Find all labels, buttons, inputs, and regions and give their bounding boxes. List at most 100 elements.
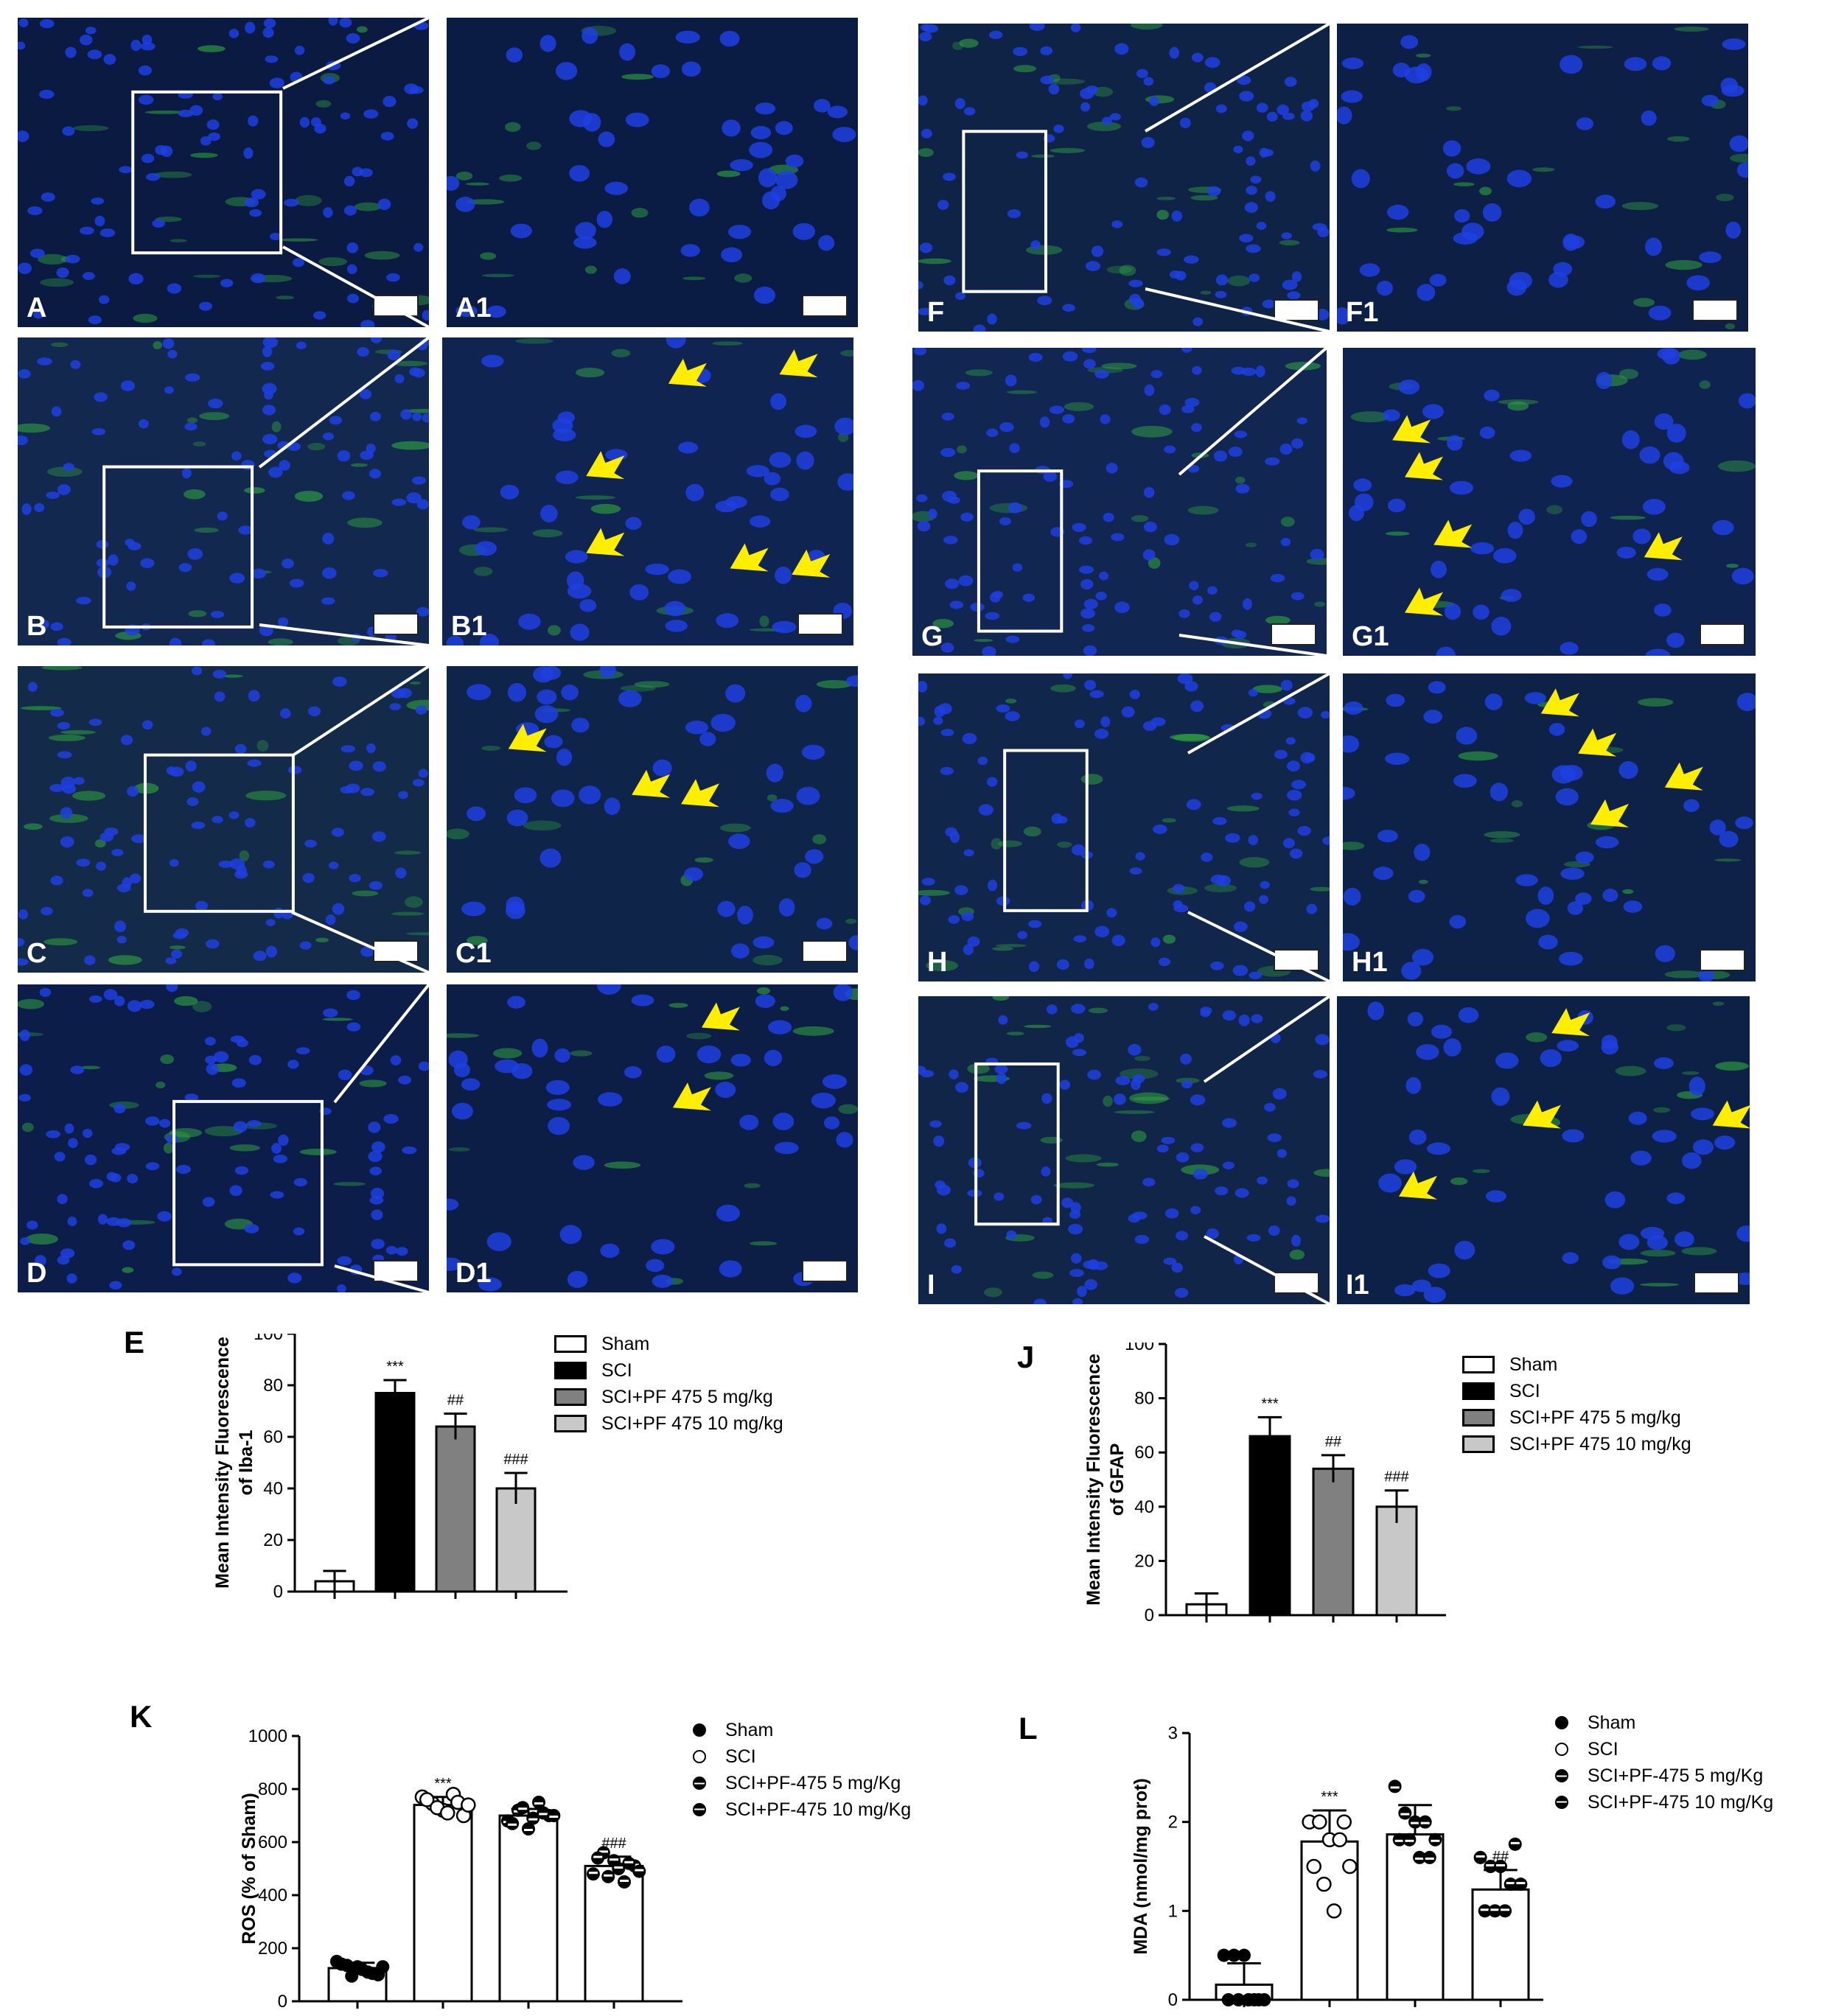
nucleus	[27, 1220, 38, 1230]
nucleus	[346, 1022, 361, 1032]
green-signal	[447, 1033, 480, 1038]
green-signal	[1044, 78, 1086, 85]
green-signal	[1134, 1056, 1150, 1062]
green-signal	[394, 850, 422, 855]
nucleus	[1181, 1079, 1192, 1089]
green-signal	[223, 674, 243, 678]
nucleus	[1277, 104, 1289, 116]
nucleus	[155, 144, 168, 155]
nucleus	[664, 601, 686, 617]
nucleus	[596, 984, 621, 995]
data-point	[1508, 1837, 1522, 1851]
nucleus	[832, 127, 856, 142]
nucleus	[142, 720, 153, 730]
nucleus	[618, 690, 642, 707]
nucleus	[94, 215, 105, 227]
nucleus	[1286, 1196, 1296, 1206]
green-signal	[294, 195, 322, 206]
nucleus	[823, 1116, 840, 1130]
nucleus	[1135, 852, 1145, 861]
data-point	[1227, 1948, 1241, 1962]
nucleus	[94, 392, 108, 402]
legend-swatch	[1462, 1435, 1495, 1453]
green-signal	[194, 527, 219, 533]
data-point	[1326, 1903, 1342, 1919]
nucleus	[919, 895, 932, 906]
nucleus	[1102, 116, 1112, 125]
nucleus	[359, 389, 372, 399]
green-signal	[1013, 65, 1037, 73]
green-signal	[465, 199, 505, 205]
nucleus	[1132, 1074, 1145, 1084]
green-signal	[1005, 698, 1017, 704]
arrow-marker	[1578, 728, 1617, 757]
nucleus	[752, 936, 775, 949]
nucleus	[1666, 1192, 1686, 1205]
nucleus	[451, 1102, 473, 1120]
nucleus	[940, 447, 956, 458]
data-point	[1221, 1993, 1235, 2006]
nucleus	[1398, 379, 1420, 395]
nucleus	[461, 901, 486, 917]
nucleus	[1085, 261, 1101, 271]
nucleus	[33, 310, 44, 319]
nucleus	[1308, 99, 1319, 109]
nucleus	[467, 806, 486, 822]
nucleus	[60, 777, 76, 788]
nucleus	[172, 931, 186, 939]
nucleus	[162, 337, 175, 349]
y-axis-label: Mean Intensity Fluorescence	[1083, 1354, 1104, 1606]
green-signal	[256, 740, 269, 752]
nucleus	[1141, 136, 1155, 148]
nucleus	[18, 18, 29, 27]
nucleus	[1082, 348, 1097, 354]
nucleus	[1287, 789, 1302, 801]
nucleus	[1548, 723, 1565, 736]
y-tick-label: 60	[263, 1427, 283, 1447]
nucleus	[1184, 397, 1200, 407]
nucleus	[943, 172, 956, 181]
green-signal	[590, 503, 621, 514]
nucleus	[1255, 365, 1265, 378]
micrograph-A1: A1	[447, 18, 858, 327]
legend-entry: SCI	[1462, 1378, 1691, 1404]
panel-label: G1	[1352, 621, 1389, 652]
zoom-box	[172, 1099, 324, 1267]
green-signal	[694, 857, 713, 863]
nucleus	[251, 189, 266, 200]
green-signal	[392, 360, 428, 367]
nucleus	[1181, 348, 1192, 353]
nucleus	[1051, 813, 1063, 825]
nucleus	[446, 635, 464, 645]
nucleus	[1121, 706, 1135, 718]
nucleus	[556, 748, 573, 766]
nucleus	[986, 777, 998, 787]
nucleus	[769, 487, 789, 502]
nucleus	[1163, 1257, 1177, 1265]
zoom-box	[1003, 749, 1089, 912]
legend-label: SCI+PF 475 10 mg/kg	[601, 1413, 783, 1434]
nucleus	[1411, 948, 1433, 966]
nucleus	[1493, 547, 1517, 564]
nucleus	[1016, 151, 1029, 159]
nucleus	[569, 164, 590, 182]
nucleus	[206, 1063, 219, 1075]
nucleus	[1264, 1102, 1276, 1112]
green-signal	[1065, 1154, 1102, 1163]
nucleus	[1682, 1152, 1702, 1169]
nucleus	[82, 889, 94, 897]
data-point	[345, 1969, 359, 1983]
green-signal	[71, 791, 106, 801]
nucleus	[265, 919, 276, 926]
nucleus	[948, 915, 960, 924]
nucleus	[1262, 299, 1276, 309]
nucleus	[680, 244, 700, 257]
nucleus	[1212, 816, 1227, 825]
nucleus	[1709, 819, 1726, 836]
green-signal	[547, 625, 561, 636]
micrograph-I1: I1	[1337, 996, 1750, 1304]
nucleus	[229, 573, 245, 584]
nucleus	[1239, 234, 1254, 242]
arrow-marker	[668, 358, 707, 387]
nucleus	[1143, 486, 1155, 498]
